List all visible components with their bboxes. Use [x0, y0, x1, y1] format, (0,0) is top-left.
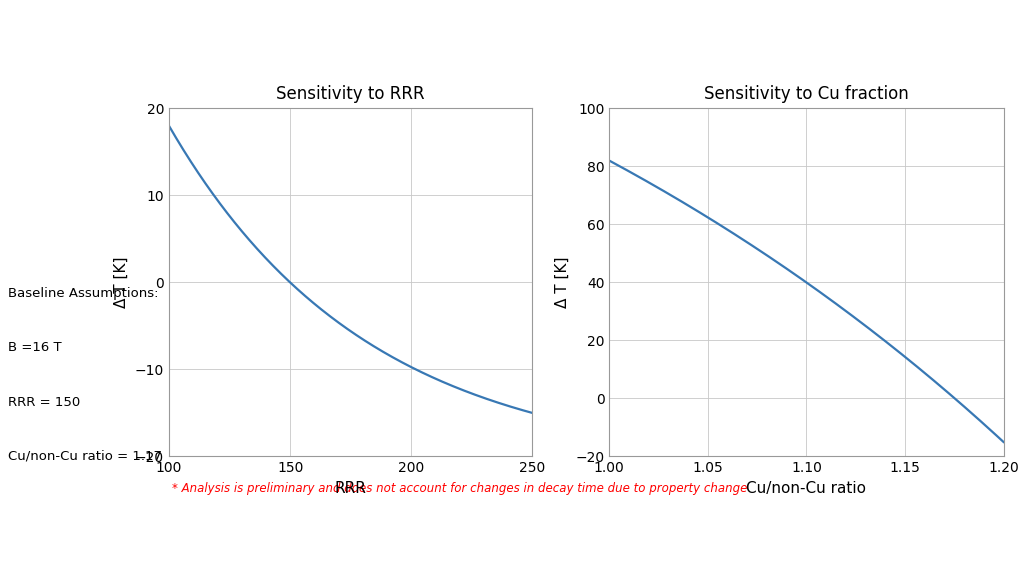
Text: 9/15/2024: 9/15/2024	[87, 538, 158, 552]
Text: Cu/non-Cu ratio = 1.17: Cu/non-Cu ratio = 1.17	[8, 450, 162, 463]
Text: 21: 21	[897, 537, 916, 552]
Text: * Analysis is preliminary and does not account for changes in decay time due to : * Analysis is preliminary and does not a…	[172, 482, 746, 495]
Text: B =16 T: B =16 T	[8, 342, 61, 354]
Text: Baseline Assumptions:: Baseline Assumptions:	[8, 287, 159, 300]
X-axis label: Cu/non-Cu ratio: Cu/non-Cu ratio	[746, 481, 866, 496]
X-axis label: RRR: RRR	[335, 481, 367, 496]
Text: Name -- Presentation Title: Name -- Presentation Title	[412, 537, 612, 552]
Y-axis label: Δ T [K]: Δ T [K]	[115, 257, 129, 308]
Text: RRR = 150: RRR = 150	[8, 396, 81, 408]
Y-axis label: Δ T [K]: Δ T [K]	[555, 257, 569, 308]
Title: Sensitivity to Cu fraction: Sensitivity to Cu fraction	[705, 85, 908, 103]
Text: Sensitivity to RRR and Cu fraction: Sensitivity to RRR and Cu fraction	[18, 24, 818, 69]
Title: Sensitivity to RRR: Sensitivity to RRR	[276, 85, 425, 103]
